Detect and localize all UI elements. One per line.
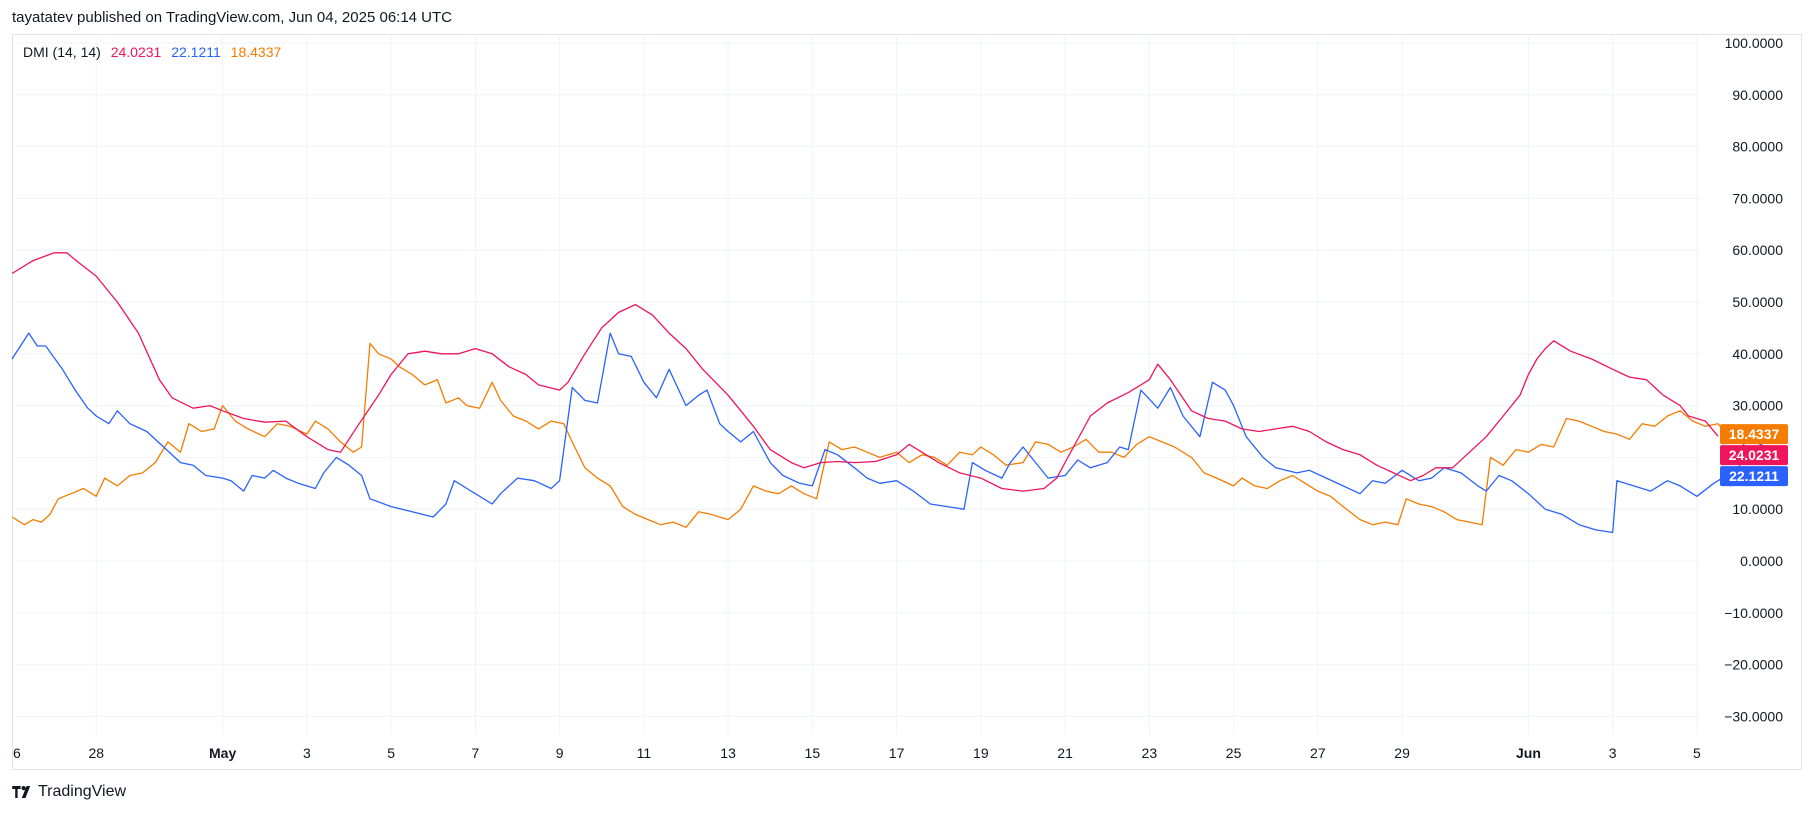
x-tick-label: 23 (1142, 745, 1158, 761)
y-tick-label: 40.0000 (1732, 346, 1783, 362)
tradingview-logo-icon (12, 786, 31, 798)
x-tick-label: 27 (1310, 745, 1326, 761)
x-tick-label: Jun (1516, 745, 1541, 761)
last-value-badge (1720, 445, 1788, 466)
y-tick-label: 50.0000 (1732, 294, 1783, 310)
last-value-badges: 18.4337 24.0231 22.1211 (1720, 424, 1788, 487)
x-tick-label: 15 (805, 745, 821, 761)
y-tick-label: −20.0000 (1724, 657, 1783, 673)
y-tick-label: 70.0000 (1732, 190, 1783, 206)
tradingview-footer[interactable]: TradingView (12, 783, 126, 801)
legend-plus-di-value: 22.1211 (171, 44, 221, 60)
x-tick-label: 19 (973, 745, 989, 761)
x-tick-label: 29 (1394, 745, 1410, 761)
time-axis: 6 28 May 3 5 7 9 11 13 15 17 19 21 23 25 27 29 Jun 3 5 (13, 745, 1701, 761)
indicator-legend[interactable]: DMI (14, 14) 24.0231 22.1211 18.4337 (23, 44, 287, 60)
y-tick-label: 100.0000 (1725, 35, 1784, 51)
published-header: tayatatev published on TradingView.com, … (12, 9, 453, 26)
series-line-adx (11, 252, 1719, 492)
y-tick-label: 0.0000 (1740, 553, 1783, 569)
y-tick-label: 90.0000 (1732, 87, 1783, 103)
x-tick-label: 13 (720, 745, 736, 761)
x-tick-label: 3 (1609, 745, 1617, 761)
y-tick-label: −30.0000 (1724, 708, 1783, 724)
x-tick-label: May (209, 745, 236, 761)
last-value-badge (1720, 424, 1788, 445)
y-tick-label: −10.0000 (1724, 605, 1783, 621)
y-tick-label: 60.0000 (1732, 242, 1783, 258)
x-tick-label: 9 (556, 745, 564, 761)
last-value-badge (1720, 466, 1788, 487)
legend-indicator-name[interactable]: DMI (14, 14) (23, 44, 101, 60)
last-value-label: 24.0231 (1729, 447, 1780, 463)
legend-minus-di-value: 18.4337 (230, 44, 282, 60)
chart-frame[interactable] (12, 34, 1802, 770)
last-value-label: 22.1211 (1729, 468, 1779, 484)
x-tick-label: 28 (88, 745, 104, 761)
x-tick-label: 25 (1226, 745, 1242, 761)
x-tick-label: 21 (1057, 745, 1073, 761)
y-tick-label: 80.0000 (1732, 139, 1783, 155)
price-axis: 100.0000 90.0000 80.0000 70.0000 60.0000 50.0… (1724, 35, 1783, 724)
x-tick-label: 5 (387, 745, 395, 761)
x-tick-label: 17 (889, 745, 905, 761)
grid-layer (12, 34, 1700, 735)
y-tick-label: 10.0000 (1732, 501, 1783, 517)
last-value-label: 18.4337 (1729, 426, 1780, 442)
legend-adx-value: 24.0231 (110, 44, 162, 60)
series-line-plusminus-di (11, 332, 1765, 534)
x-tick-label: 3 (303, 745, 311, 761)
series-layer (11, 252, 1765, 534)
x-tick-label: 11 (637, 745, 652, 761)
x-tick-label: 6 (13, 745, 21, 761)
series-line-minus-di (11, 342, 1727, 528)
x-tick-label: 7 (471, 745, 479, 761)
footer-brand: TradingView (38, 783, 127, 800)
x-tick-label: 5 (1693, 745, 1701, 761)
y-tick-label: 30.0000 (1732, 398, 1783, 414)
